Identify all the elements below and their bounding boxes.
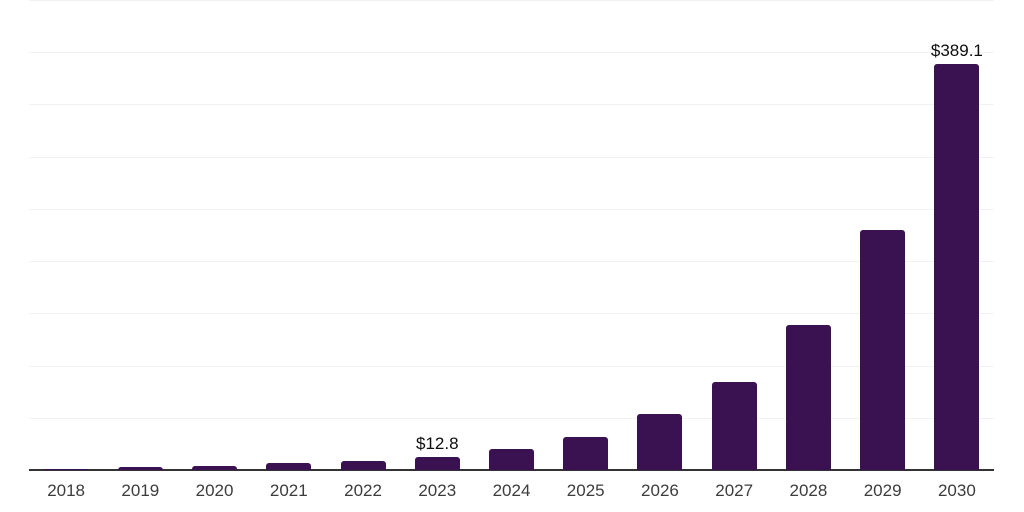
gridline [29,261,994,263]
bar-2018 [43,468,89,470]
bar-2030 [934,63,980,470]
x-tick-2026: 2026 [641,481,679,500]
bar-2023 [414,456,460,470]
gridline [29,104,994,106]
bar-2021 [266,463,312,470]
data-label-2030: $389.1 [930,40,983,60]
bar-2027 [711,382,757,470]
x-axis-labels: 2018 2019 2020 2021 2022 2023 2024 2025 2026 2027… [0,470,1024,512]
x-tick-2020: 2020 [195,481,234,500]
x-tick-2029: 2029 [863,481,902,500]
x-tick-2018: 2018 [47,481,86,500]
x-tick-2025: 2025 [566,481,605,500]
gridline [29,0,994,1]
x-tick-2024: 2024 [492,481,531,500]
x-tick-2030: 2030 [937,481,976,500]
gridline [29,417,994,419]
bar-2024 [489,448,534,470]
x-tick-2019: 2019 [121,481,160,500]
x-tick-2028: 2028 [789,481,828,500]
x-axis-line [29,469,994,471]
x-tick-2023: 2023 [418,481,457,500]
bar-2020 [192,465,238,470]
data-label-2023: $12.8 [415,433,459,453]
bar-2022 [340,460,386,470]
plot-area: $12.8 $389.1 [29,0,994,471]
gridline [29,156,994,158]
bar-2028 [785,324,831,470]
bar-2029 [860,229,906,470]
x-tick-2021: 2021 [269,481,308,500]
x-tick-2027: 2027 [715,481,754,500]
gridline [29,365,994,367]
bar-2026 [637,414,683,470]
gridline [29,208,994,210]
bar-2019 [117,467,163,470]
bar-2025 [563,437,609,470]
x-tick-2022: 2022 [344,481,382,500]
gridline [29,313,994,315]
gridline [29,52,994,54]
